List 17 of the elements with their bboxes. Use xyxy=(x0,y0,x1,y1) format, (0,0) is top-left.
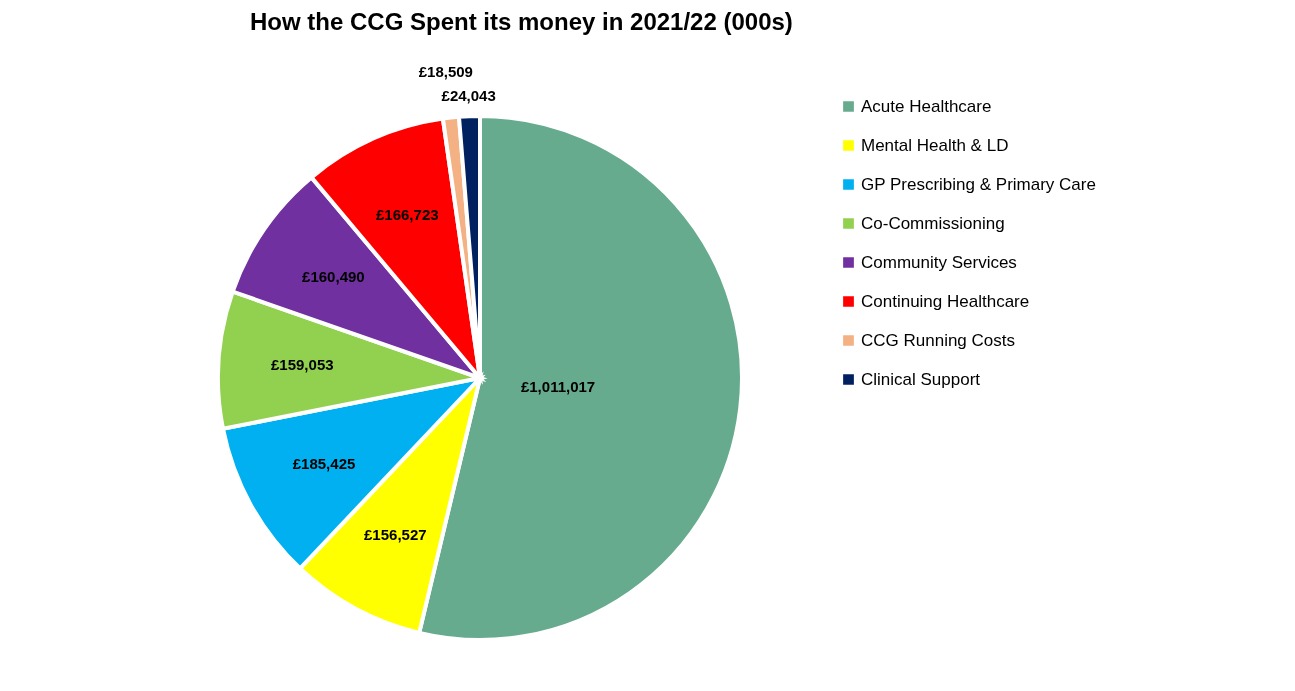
data-label: £156,527 xyxy=(364,525,427,543)
legend-label: CCG Running Costs xyxy=(861,330,1016,350)
data-label: £185,425 xyxy=(292,455,356,473)
legend-label: Acute Healthcare xyxy=(861,96,992,116)
data-label: £166,723 xyxy=(376,206,439,224)
legend-label: Community Services xyxy=(861,252,1017,272)
data-label: £24,043 xyxy=(441,87,496,105)
data-label: £18,509 xyxy=(418,62,473,80)
legend-label: Co-Commissioning xyxy=(861,213,1005,233)
legend-label: GP Prescribing & Primary Care xyxy=(861,174,1096,194)
data-label: £1,011,017 xyxy=(520,378,596,396)
data-label: £160,490 xyxy=(302,267,365,285)
chart-title: How the CCG Spent its money in 2021/22 (000s) xyxy=(250,7,793,35)
legend-label: Mental Health & LD xyxy=(861,135,1009,155)
legend-label: Continuing Healthcare xyxy=(861,291,1030,311)
data-label: £159,053 xyxy=(271,356,334,374)
legend-label: Clinical Support xyxy=(861,369,981,389)
